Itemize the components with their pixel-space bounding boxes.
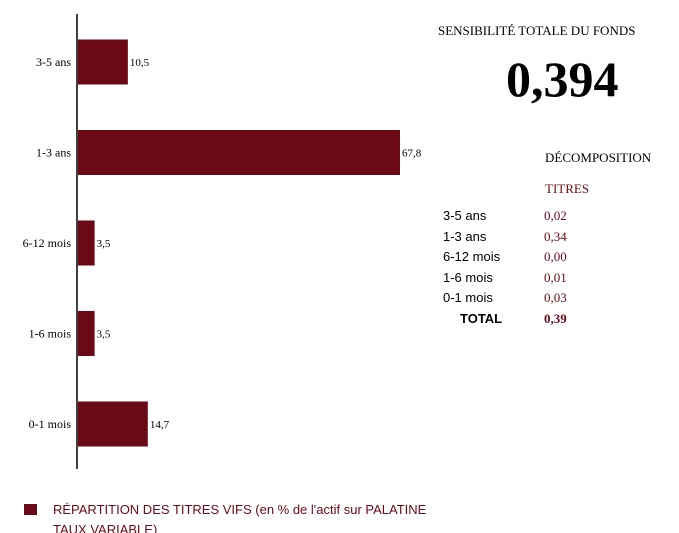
decomposition-row-label: 3-5 ans — [443, 208, 487, 223]
bar — [78, 401, 148, 447]
decomposition-table: 3-5 ans 0,02 1-3 ans 0,34 6-12 mois 0,00… — [443, 208, 643, 331]
decomposition-total-label: TOTAL — [460, 310, 503, 326]
bar — [78, 39, 128, 85]
sensitivity-title: SENSIBILITÉ TOTALE DU FONDS — [438, 23, 636, 38]
category-tick-label: 0-1 mois — [29, 417, 72, 431]
decomposition-row-value: 0,34 — [544, 228, 567, 244]
decomposition-total-row: TOTAL 0,39 — [443, 311, 643, 332]
decomposition-total-value: 0,39 — [544, 310, 567, 326]
decomposition-row-value: 0,02 — [544, 208, 567, 223]
decomposition-row-label: 1-6 mois — [443, 269, 493, 285]
decomposition-row: 0-1 mois 0,03 — [443, 290, 643, 311]
legend-swatch — [24, 504, 37, 515]
decomposition-row-label: 1-3 ans — [443, 228, 487, 244]
sensitivity-value: 0,394 — [506, 51, 619, 107]
category-tick-label: 3-5 ans — [36, 55, 71, 69]
decomposition-row-value: 0,00 — [544, 249, 567, 264]
decomposition-row: 3-5 ans 0,02 — [443, 208, 643, 229]
bar-value-label: 67,8 — [402, 148, 422, 160]
decomposition-row: 1-6 mois 0,01 — [443, 270, 643, 291]
decomposition-title: DÉCOMPOSITION — [545, 150, 652, 165]
decomposition-row: 1-3 ans 0,34 — [443, 229, 643, 250]
decomposition-row: 6-12 mois 0,00 — [443, 249, 643, 270]
bar — [78, 311, 95, 356]
bar-value-label: 3,5 — [97, 329, 111, 341]
bar — [78, 220, 95, 266]
category-tick-label: 1-3 ans — [36, 146, 71, 160]
category-tick-label: 6-12 mois — [23, 236, 72, 250]
bar-value-label: 14,7 — [150, 419, 170, 431]
bar-value-label: 10,5 — [130, 57, 150, 69]
legend-label: RÉPARTITION DES TITRES VIFS (en % de l'a… — [53, 502, 427, 533]
bar — [78, 130, 400, 175]
decomposition-row-value: 0,03 — [544, 290, 567, 305]
category-tick-label: 1-6 mois — [29, 327, 72, 341]
decomposition-row-label: 6-12 mois — [443, 249, 501, 264]
decomposition-row-value: 0,01 — [544, 269, 567, 285]
decomposition-column-header: TITRES — [545, 181, 590, 196]
decomposition-row-label: 0-1 mois — [443, 290, 493, 305]
chart-legend: RÉPARTITION DES TITRES VIFS (en % de l'a… — [24, 500, 444, 533]
bar-chart: 3-5 ans 10,5 1-3 ans 67,8 6-12 mois 3,5 1-6 mo… — [23, 14, 422, 469]
bar-value-label: 3,5 — [97, 238, 111, 250]
